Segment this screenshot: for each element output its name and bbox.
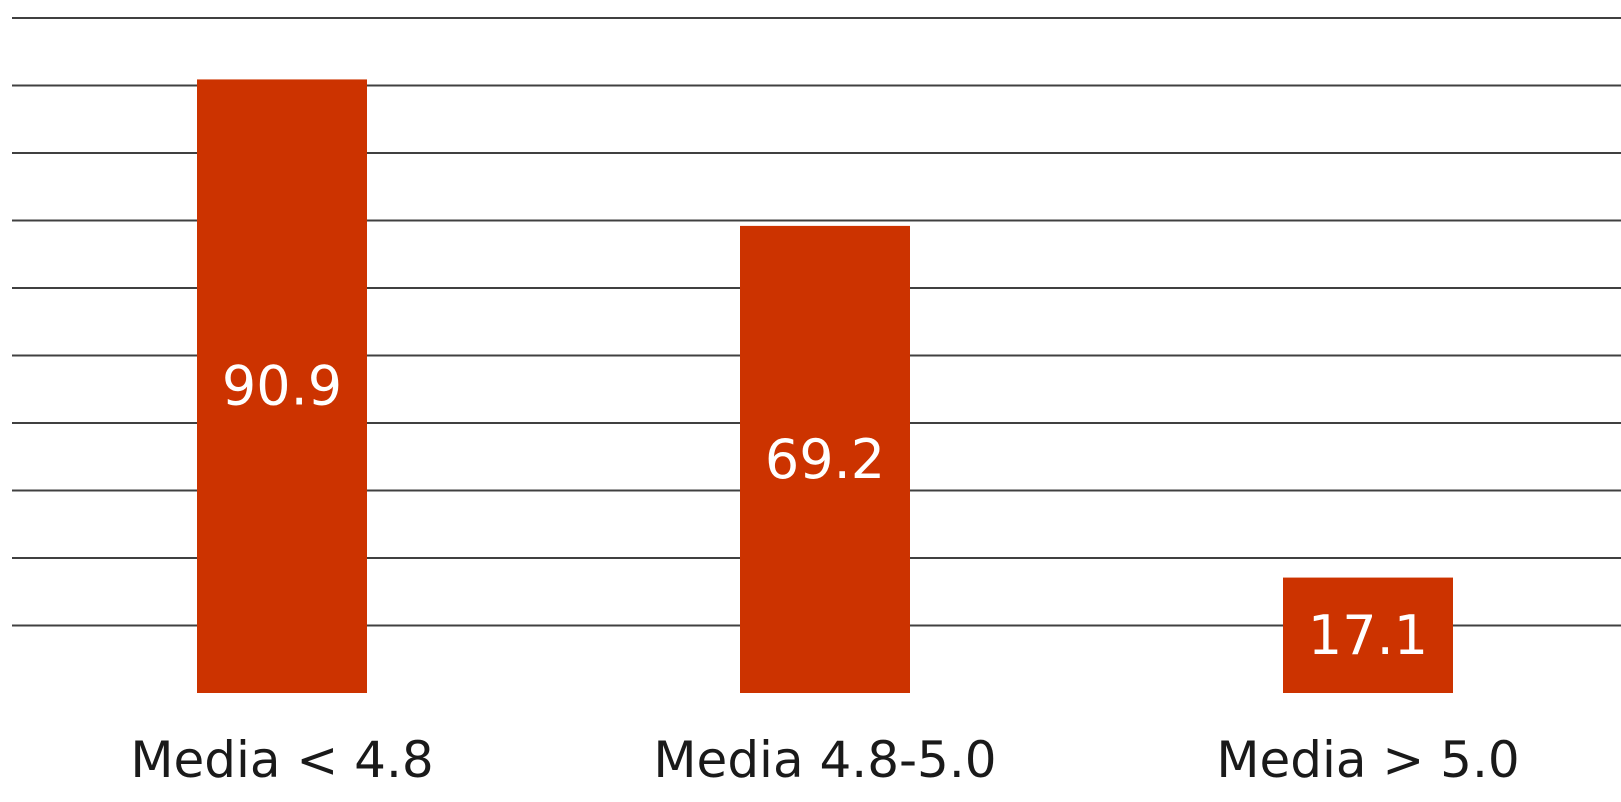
category-labels: Media < 4.8 Media 4.8-5.0 Media > 5.0 [130, 731, 1519, 789]
bar [197, 79, 367, 694]
bar-value-label: 90.9 [222, 355, 342, 418]
category-label: Media > 5.0 [1216, 731, 1519, 789]
bar-value-label: 69.2 [765, 428, 885, 491]
category-label: Media 4.8-5.0 [653, 731, 996, 789]
category-label: Media < 4.8 [130, 731, 433, 789]
bar-value-label: 17.1 [1308, 604, 1428, 667]
bar [1283, 577, 1453, 693]
bars: 90.9 69.2 17.1 [197, 79, 1453, 694]
bar [740, 225, 910, 693]
